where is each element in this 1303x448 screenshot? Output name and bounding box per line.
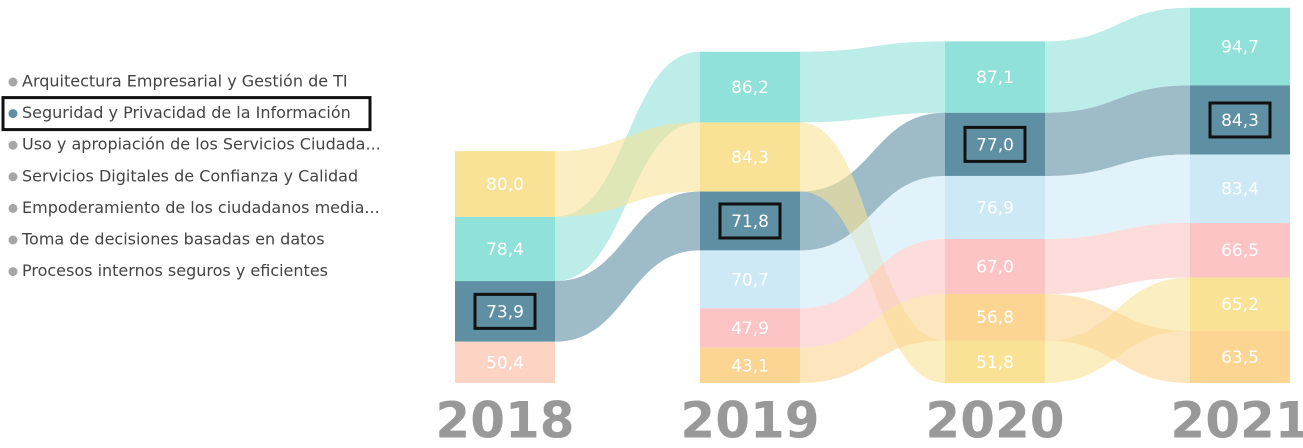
legend-label: Seguridad y Privacidad de la Información bbox=[22, 103, 351, 122]
label-highlight bbox=[473, 292, 537, 330]
legend-item[interactable]: Servicios Digitales de Confianza y Calid… bbox=[8, 166, 359, 185]
x-tick-label: 2018 bbox=[435, 392, 574, 448]
legend-label: Servicios Digitales de Confianza y Calid… bbox=[22, 166, 358, 185]
data-label: 56,8 bbox=[976, 308, 1014, 328]
ribbon bbox=[1045, 85, 1190, 176]
legend-dot bbox=[8, 140, 18, 150]
data-label: 66,5 bbox=[1221, 241, 1259, 261]
legend-item[interactable]: Uso y apropiación de los Servicios Ciuda… bbox=[8, 135, 381, 154]
ribbon bbox=[1045, 7, 1190, 113]
legend-label: Toma de decisiones basadas en datos bbox=[21, 230, 325, 249]
x-tick-label: 2019 bbox=[680, 392, 819, 448]
data-label: 84,3 bbox=[1221, 111, 1259, 131]
legend-dot bbox=[8, 267, 18, 277]
data-label: 67,0 bbox=[976, 257, 1014, 277]
segment[interactable] bbox=[700, 250, 800, 309]
segment[interactable] bbox=[1190, 7, 1290, 86]
segment[interactable] bbox=[945, 239, 1045, 294]
data-label: 65,2 bbox=[1221, 295, 1259, 315]
legend-dot bbox=[8, 77, 18, 87]
segment[interactable] bbox=[700, 347, 800, 383]
data-label: 63,5 bbox=[1221, 348, 1259, 368]
segment[interactable] bbox=[1190, 222, 1290, 278]
legend-dot bbox=[8, 203, 18, 213]
label-highlight bbox=[963, 125, 1027, 163]
data-label: 47,9 bbox=[731, 319, 769, 339]
ribbon bbox=[800, 112, 945, 251]
ribbon bbox=[800, 293, 945, 383]
segment[interactable] bbox=[700, 51, 800, 123]
segment[interactable] bbox=[945, 112, 1045, 176]
data-label: 83,4 bbox=[1221, 180, 1259, 200]
segment[interactable] bbox=[1190, 277, 1290, 331]
ribbon bbox=[800, 41, 945, 123]
data-label: 86,2 bbox=[731, 78, 769, 98]
data-label: 77,0 bbox=[976, 135, 1014, 155]
legend-dot bbox=[8, 172, 18, 182]
segment[interactable] bbox=[455, 151, 555, 217]
legend-item[interactable]: Arquitectura Empresarial y Gestión de TI bbox=[8, 72, 348, 91]
data-label: 50,4 bbox=[486, 353, 524, 373]
segment[interactable] bbox=[700, 191, 800, 251]
segment[interactable] bbox=[1190, 154, 1290, 223]
ribbon bbox=[555, 122, 700, 217]
legend-highlight bbox=[1, 96, 372, 132]
segment[interactable] bbox=[455, 216, 555, 282]
ribbon bbox=[1045, 154, 1190, 240]
data-label: 43,1 bbox=[731, 356, 769, 376]
legend-label: Procesos internos seguros y eficientes bbox=[22, 261, 328, 280]
legend-label: Empoderamiento de los ciudadanos media..… bbox=[22, 198, 380, 217]
segment[interactable] bbox=[1190, 330, 1290, 383]
segment[interactable] bbox=[455, 341, 555, 383]
legend-dot bbox=[8, 235, 18, 245]
ribbon bbox=[555, 191, 700, 342]
segment[interactable] bbox=[945, 175, 1045, 240]
segment[interactable] bbox=[700, 122, 800, 192]
data-label: 71,8 bbox=[731, 212, 769, 232]
segment[interactable] bbox=[945, 41, 1045, 113]
ribbon bbox=[800, 175, 945, 309]
legend-label: Uso y apropiación de los Servicios Ciuda… bbox=[22, 135, 381, 154]
x-tick-label: 2021 bbox=[1170, 392, 1303, 448]
legend-dot bbox=[8, 109, 18, 119]
segment[interactable] bbox=[945, 340, 1045, 383]
data-label: 76,9 bbox=[976, 198, 1014, 218]
data-label: 80,0 bbox=[486, 175, 524, 195]
segment[interactable] bbox=[700, 308, 800, 348]
data-label: 51,8 bbox=[976, 353, 1014, 373]
segment[interactable] bbox=[455, 281, 555, 342]
label-highlight bbox=[718, 202, 782, 240]
data-label: 70,7 bbox=[731, 270, 769, 290]
segment[interactable] bbox=[1190, 85, 1290, 155]
segment[interactable] bbox=[945, 293, 1045, 341]
ribbon bbox=[800, 239, 945, 348]
label-highlight bbox=[1208, 101, 1272, 139]
legend-item[interactable]: Seguridad y Privacidad de la Información bbox=[1, 96, 372, 132]
legend-item[interactable]: Empoderamiento de los ciudadanos media..… bbox=[8, 198, 380, 217]
x-tick-label: 2020 bbox=[925, 392, 1064, 448]
legend-item[interactable]: Toma de decisiones basadas en datos bbox=[8, 230, 325, 249]
data-label: 84,3 bbox=[731, 148, 769, 168]
ribbons bbox=[555, 7, 1190, 384]
ribbon bbox=[1045, 293, 1190, 383]
ribbon bbox=[1045, 222, 1190, 294]
data-label: 78,4 bbox=[486, 240, 524, 260]
legend-label: Arquitectura Empresarial y Gestión de TI bbox=[22, 72, 348, 91]
data-label: 94,7 bbox=[1221, 38, 1259, 58]
data-label: 73,9 bbox=[486, 302, 524, 322]
legend-item[interactable]: Procesos internos seguros y eficientes bbox=[8, 261, 329, 280]
data-label: 87,1 bbox=[976, 68, 1014, 88]
